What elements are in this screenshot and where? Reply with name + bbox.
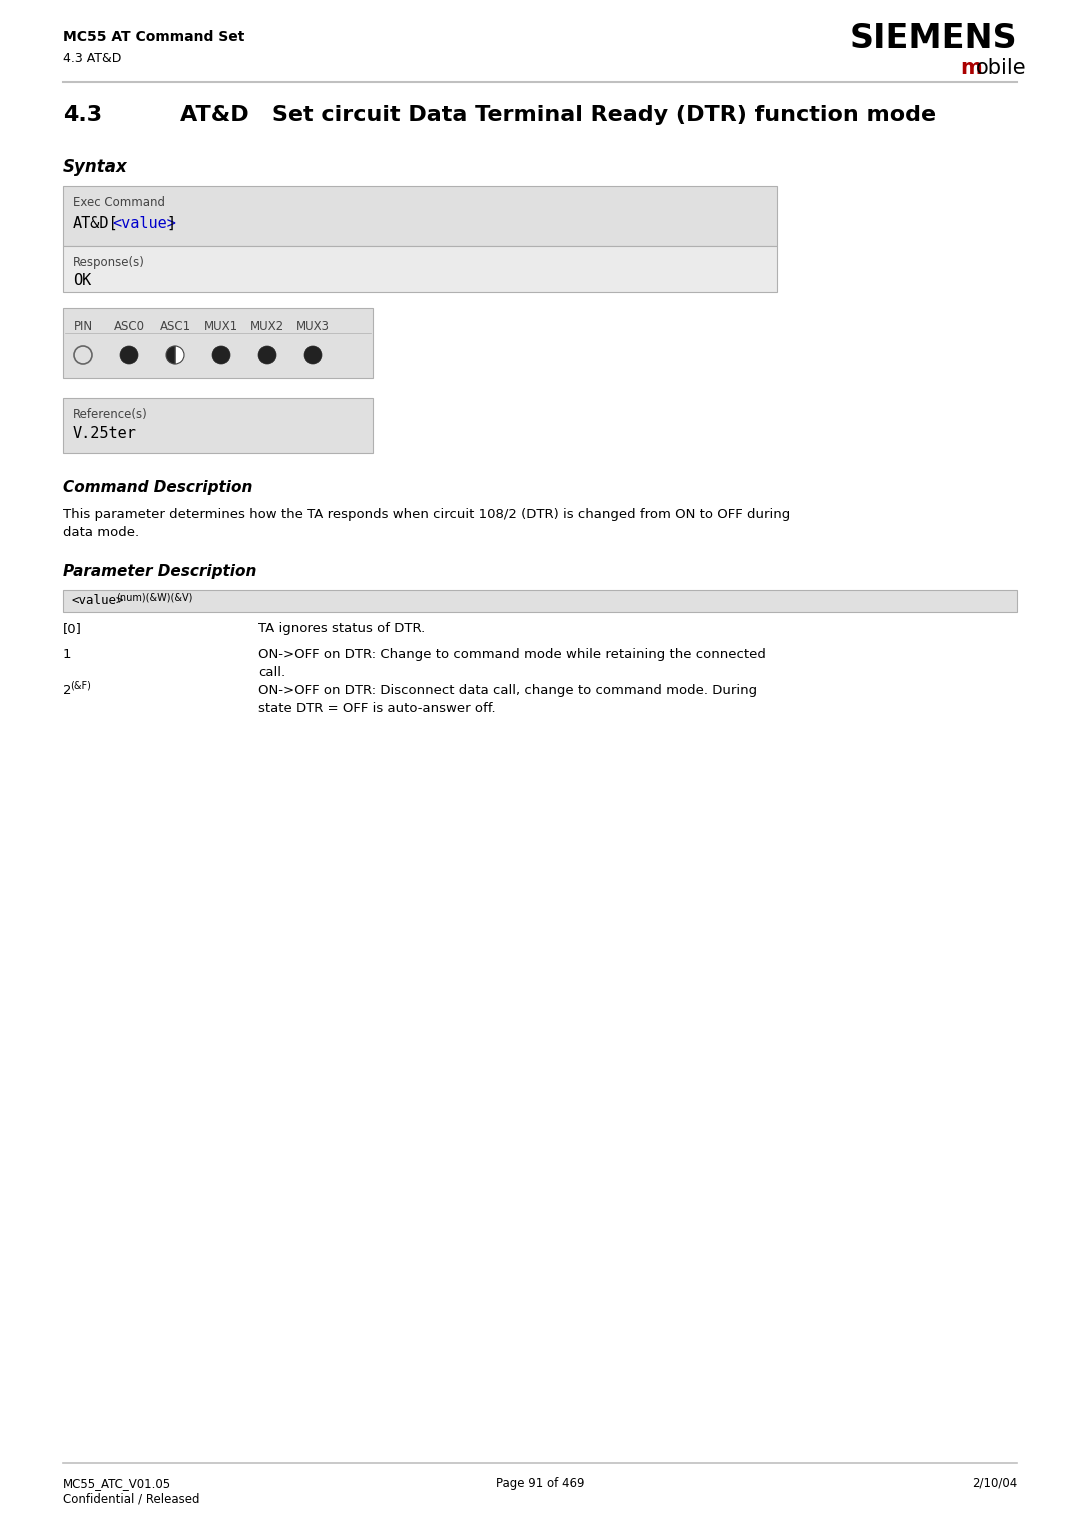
- Text: MUX1: MUX1: [204, 319, 238, 333]
- Circle shape: [212, 345, 230, 364]
- Text: Command Description: Command Description: [63, 480, 253, 495]
- Text: Exec Command: Exec Command: [73, 196, 165, 209]
- Text: Page 91 of 469: Page 91 of 469: [496, 1478, 584, 1490]
- Text: ]: ]: [166, 215, 176, 231]
- Text: AT&D[: AT&D[: [73, 215, 119, 231]
- Text: ASC1: ASC1: [160, 319, 190, 333]
- Text: ASC0: ASC0: [113, 319, 145, 333]
- Text: Parameter Description: Parameter Description: [63, 564, 256, 579]
- Text: Syntax: Syntax: [63, 157, 127, 176]
- Text: <value>: <value>: [112, 215, 176, 231]
- Text: [0]: [0]: [63, 622, 82, 636]
- Text: Reference(s): Reference(s): [73, 408, 148, 422]
- Text: SIEMENS: SIEMENS: [849, 21, 1017, 55]
- Text: MUX2: MUX2: [249, 319, 284, 333]
- Text: PIN: PIN: [73, 319, 93, 333]
- Text: ON->OFF on DTR: Change to command mode while retaining the connected: ON->OFF on DTR: Change to command mode w…: [258, 648, 766, 662]
- Text: state DTR = OFF is auto-answer off.: state DTR = OFF is auto-answer off.: [258, 701, 496, 715]
- Wedge shape: [175, 345, 184, 364]
- Text: 2: 2: [63, 685, 71, 697]
- Text: <value>: <value>: [71, 594, 123, 607]
- Text: obile: obile: [976, 58, 1027, 78]
- FancyBboxPatch shape: [63, 397, 373, 452]
- Text: Response(s): Response(s): [73, 257, 145, 269]
- Text: MC55_ATC_V01.05: MC55_ATC_V01.05: [63, 1478, 171, 1490]
- Circle shape: [303, 345, 322, 364]
- Text: OK: OK: [73, 274, 91, 287]
- FancyBboxPatch shape: [63, 309, 373, 377]
- Text: (&F): (&F): [70, 681, 91, 691]
- Text: 1: 1: [63, 648, 71, 662]
- Circle shape: [120, 345, 138, 364]
- Text: data mode.: data mode.: [63, 526, 139, 539]
- Text: ON->OFF on DTR: Disconnect data call, change to command mode. During: ON->OFF on DTR: Disconnect data call, ch…: [258, 685, 757, 697]
- Text: Confidential / Released: Confidential / Released: [63, 1493, 200, 1507]
- Text: V.25ter: V.25ter: [73, 426, 137, 442]
- Circle shape: [258, 345, 276, 364]
- FancyBboxPatch shape: [63, 246, 777, 292]
- Text: 4.3: 4.3: [63, 105, 103, 125]
- Text: MUX3: MUX3: [296, 319, 330, 333]
- Text: TA ignores status of DTR.: TA ignores status of DTR.: [258, 622, 426, 636]
- Text: AT&D   Set circuit Data Terminal Ready (DTR) function mode: AT&D Set circuit Data Terminal Ready (DT…: [180, 105, 936, 125]
- Wedge shape: [166, 345, 175, 364]
- Text: 2/10/04: 2/10/04: [972, 1478, 1017, 1490]
- Text: MC55 AT Command Set: MC55 AT Command Set: [63, 31, 244, 44]
- FancyBboxPatch shape: [63, 590, 1017, 613]
- Text: m: m: [960, 58, 982, 78]
- FancyBboxPatch shape: [63, 186, 777, 246]
- Text: 4.3 AT&D: 4.3 AT&D: [63, 52, 121, 66]
- Text: This parameter determines how the TA responds when circuit 108/2 (DTR) is change: This parameter determines how the TA res…: [63, 507, 791, 521]
- Text: (num)(&W)(&V): (num)(&W)(&V): [117, 593, 193, 604]
- Text: call.: call.: [258, 666, 285, 678]
